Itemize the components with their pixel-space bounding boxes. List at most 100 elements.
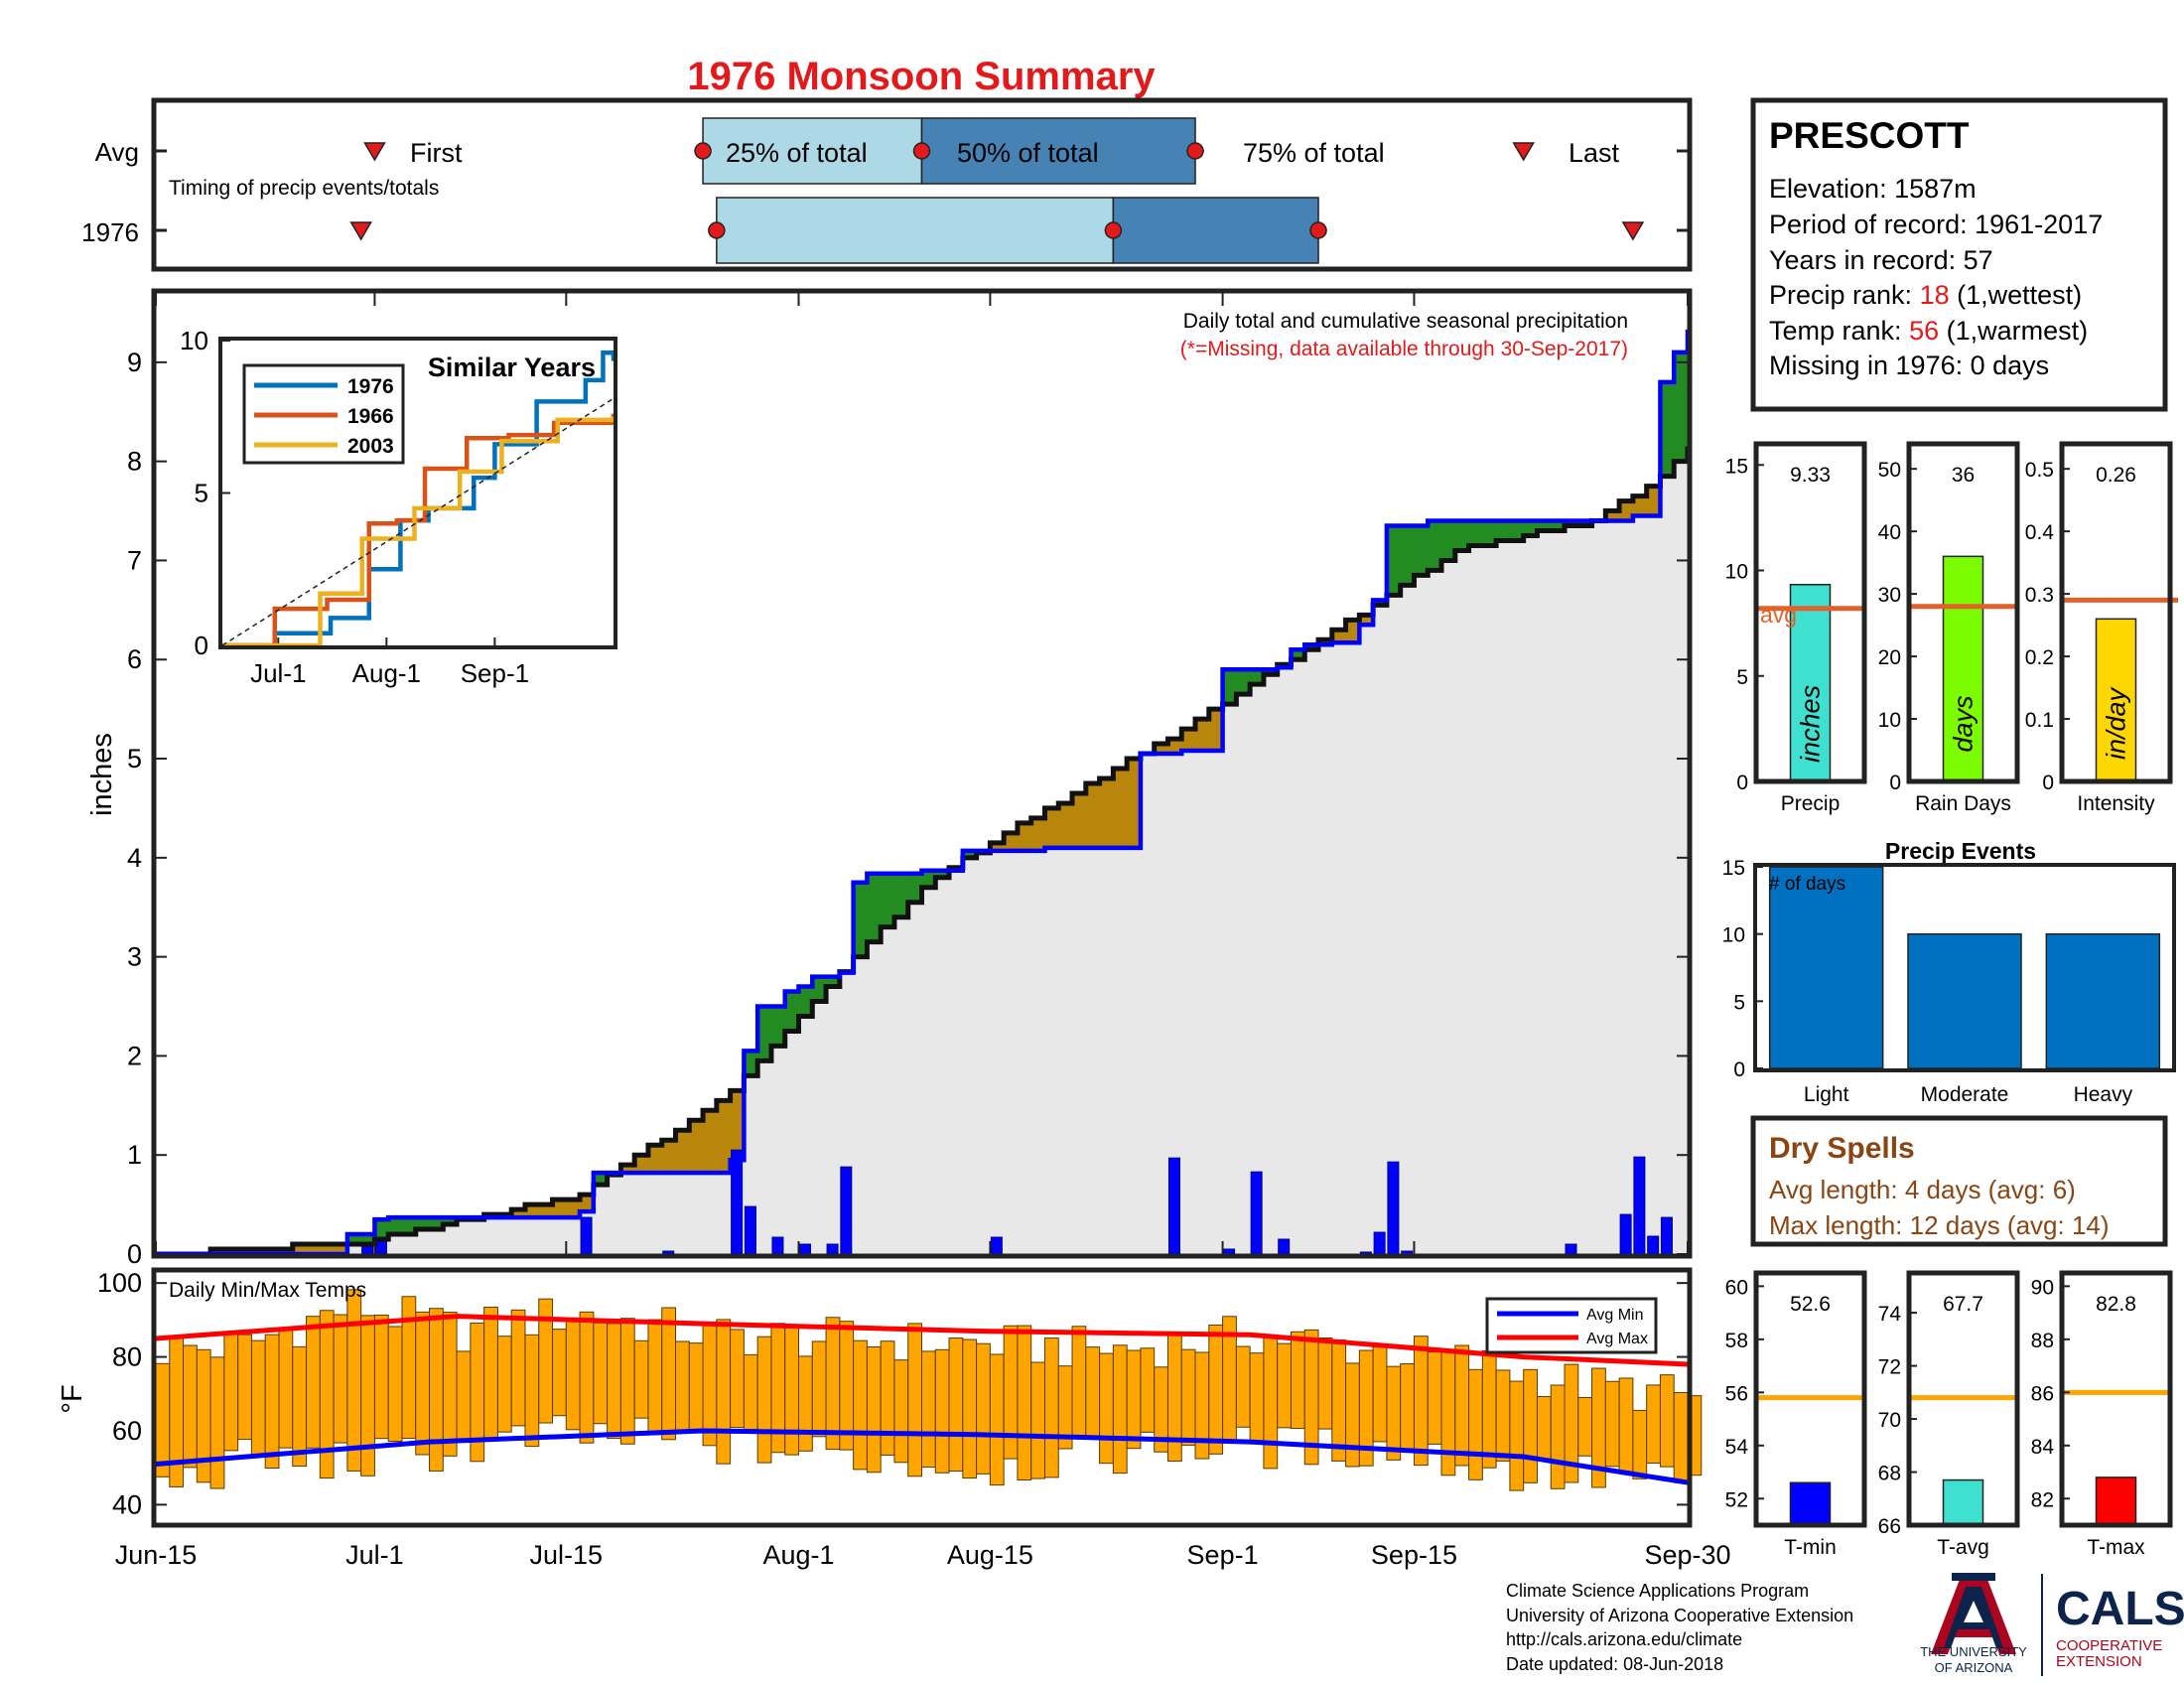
raindays-ytick-label: 10 [1878, 709, 1901, 732]
daily-temp-bar [1112, 1344, 1128, 1475]
daily-temp-bar [1618, 1377, 1634, 1474]
timing-avg-last-marker [1512, 142, 1535, 162]
tmax-bar [2095, 1477, 2137, 1526]
timing-last-label: Last [1569, 138, 1620, 168]
tmax-ytick-label: 86 [2031, 1382, 2054, 1405]
daily-precip-bar [1223, 1248, 1236, 1255]
precip-value: 9.33 [1790, 464, 1831, 487]
station-temp-rank: Temp rank: 56 (1,warmest) [1769, 316, 2088, 346]
daily-temp-bar [1030, 1361, 1045, 1479]
cumulative-diff-segment [689, 1120, 704, 1174]
station-precip-rank: Precip rank: 18 (1,wettest) [1769, 280, 2082, 310]
events-title: Precip Events [1885, 838, 2036, 864]
daily-temp-bar [1208, 1324, 1224, 1455]
daily-temp-bar [1331, 1339, 1347, 1462]
daily-temp-bar [1400, 1363, 1415, 1451]
cumulative-diff-segment [1414, 525, 1429, 576]
daily-temp-bar [1140, 1347, 1156, 1433]
timing-first-label: First [410, 138, 463, 168]
daily-temp-bar [702, 1322, 718, 1447]
tmax-ytick-label: 82 [2031, 1488, 2054, 1511]
tmin-ytick-label: 60 [1725, 1276, 1748, 1299]
tmax-value: 82.8 [2096, 1293, 2136, 1316]
xtick-label: Aug-1 [762, 1540, 834, 1570]
footer-line-3: http://cals.arizona.edu/climate [1506, 1629, 1742, 1649]
raindays-ytick-label: 30 [1878, 584, 1901, 607]
tmin-value: 52.6 [1790, 1293, 1831, 1316]
dry-avg-length: Avg length: 4 days (avg: 6) [1769, 1175, 2076, 1204]
cumulative-diff-segment [1030, 817, 1045, 851]
cumulative-diff-segment [1454, 520, 1470, 551]
precip-frame [1753, 441, 1867, 784]
cumulative-diff-segment [443, 1217, 458, 1225]
ua-name-line-2: OF ARIZONA [1935, 1660, 2013, 1675]
daily-temp-bar [1659, 1374, 1675, 1468]
cumulative-diff-segment [990, 842, 1005, 851]
intensity-ytick-label: 0.2 [2025, 646, 2054, 669]
cumulative-diff-segment [744, 1051, 758, 1076]
avg-max-line [155, 1314, 1689, 1367]
cumulative-diff-segment [401, 1217, 417, 1235]
tavg-value: 67.7 [1943, 1293, 1983, 1316]
timing-avg-first-marker [363, 142, 386, 162]
daily-precip-bar [771, 1236, 784, 1255]
timing-avg-50-marker [912, 142, 931, 160]
daily-temp-bar [1577, 1396, 1593, 1457]
daily-temp-bar [1427, 1351, 1442, 1445]
daily-temp-bar [278, 1329, 294, 1449]
temp-ytick-label: 80 [112, 1342, 142, 1372]
daily-temp-bar [1454, 1344, 1470, 1467]
cumulative-diff-segment [1509, 520, 1525, 541]
cumulative-diff-segment [306, 1244, 321, 1254]
daily-temp-bar [155, 1362, 171, 1477]
intensity-ytick-label: 0.5 [2025, 459, 2054, 482]
xtick-label: Sep-1 [1187, 1540, 1259, 1570]
temp-panel: 40 60 80 100 Daily Min/Max Temps °F Avg Min… [57, 1267, 1703, 1528]
main-ytick-label: 2 [127, 1041, 142, 1070]
footer-line-2: University of Arizona Cooperative Extens… [1506, 1606, 1853, 1625]
tmax-ytick-label: 88 [2031, 1330, 2054, 1352]
daily-temp-bar [607, 1323, 621, 1440]
cumulative-diff-segment [593, 1173, 609, 1186]
cumulative-diff-segment [1127, 759, 1142, 848]
cumulative-diff-segment [798, 986, 813, 1017]
cumulative-diff-segment [1222, 669, 1237, 705]
dry-max-length: Max length: 12 days (avg: 14) [1769, 1210, 2110, 1240]
daily-temp-bar [250, 1339, 266, 1459]
tavg-bar [1942, 1478, 1984, 1526]
cumulative-diff-segment [935, 870, 950, 878]
events-ytick-label: 0 [1733, 1058, 1745, 1081]
daily-temp-bar [1290, 1331, 1305, 1430]
events-frame [1753, 863, 2176, 1072]
xtick-label: Jul-15 [530, 1540, 604, 1570]
timing-year-25-marker [708, 221, 726, 239]
dry-frame [1750, 1115, 2168, 1247]
daily-temp-bar [688, 1342, 704, 1433]
daily-temp-bar [934, 1348, 950, 1474]
intensity-frame [2059, 441, 2173, 784]
daily-precip-bar [1373, 1231, 1386, 1255]
daily-temp-bar [415, 1311, 431, 1456]
inset-title: Similar Years [428, 352, 596, 382]
daily-temp-bar [183, 1344, 198, 1469]
cumulative-diff-segment [1523, 520, 1538, 536]
cumulative-diff-segment [1537, 520, 1552, 531]
daily-temp-bar [264, 1334, 280, 1470]
raindays-ytick-label: 0 [1889, 772, 1901, 794]
cumulative-diff-segment [1441, 520, 1456, 561]
daily-temp-bar [1646, 1384, 1661, 1464]
cumulative-diff-segment [757, 1006, 772, 1061]
cumulative-diff-segment [634, 1155, 649, 1174]
cumulative-diff-segment [784, 991, 800, 1032]
daily-temp-bar [716, 1319, 732, 1465]
tmin-xlabel: T-min [1784, 1536, 1837, 1559]
temp-frame [151, 1267, 1693, 1528]
daily-temp-bar [1043, 1337, 1059, 1478]
timing-row-avg: Avg [95, 137, 139, 167]
xtick-label: Jul-1 [345, 1540, 404, 1570]
daily-temp-bar [1126, 1349, 1142, 1450]
station-period: Period of record: 1961-2017 [1769, 210, 2103, 239]
precip-rank-suffix: (1,wettest) [1950, 280, 2083, 310]
temp-rank-value: 56 [1909, 316, 1939, 346]
